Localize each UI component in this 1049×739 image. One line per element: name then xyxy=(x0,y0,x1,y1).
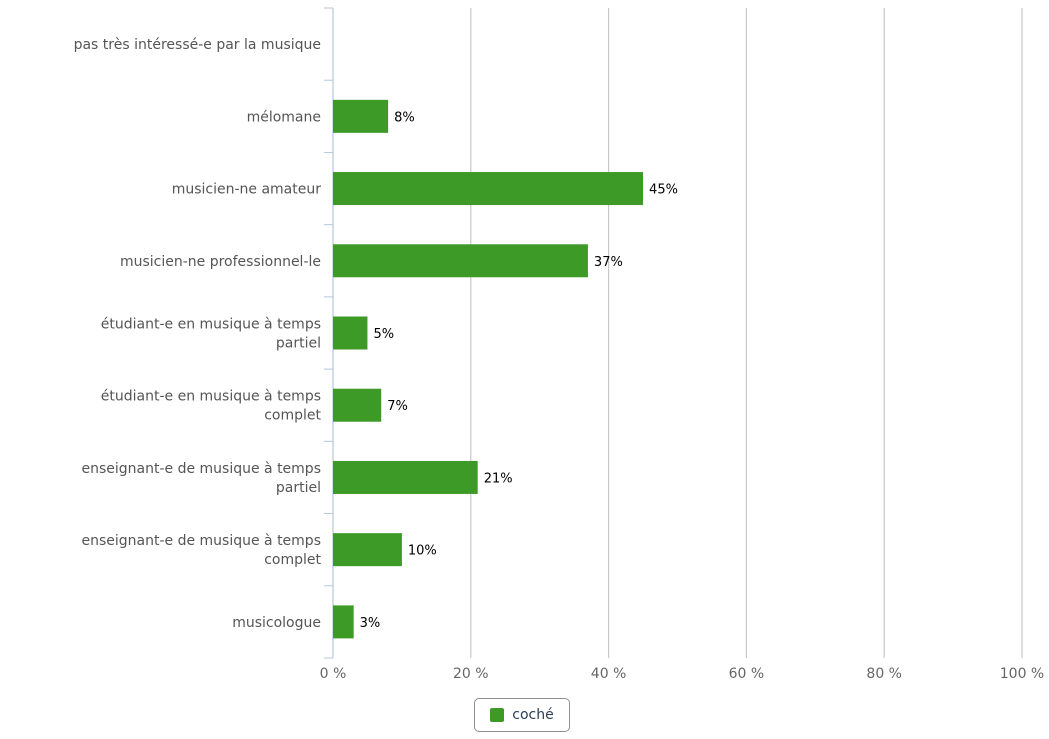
data-label: 37% xyxy=(594,255,623,270)
legend-swatch xyxy=(490,708,505,722)
data-label: 8% xyxy=(394,110,415,125)
x-tick-label: 60 % xyxy=(729,666,765,682)
bar xyxy=(333,172,644,206)
category-label: complet xyxy=(264,552,321,568)
x-tick-label: 20 % xyxy=(453,666,489,682)
legend[interactable]: coché xyxy=(474,698,570,732)
category-label: musicien-ne amateur xyxy=(172,182,322,198)
bar xyxy=(333,605,354,639)
bar xyxy=(333,244,588,278)
category-label: mélomane xyxy=(247,109,321,125)
bar xyxy=(333,460,478,494)
category-label: complet xyxy=(264,408,321,424)
x-tick-label: 80 % xyxy=(866,666,902,682)
bar xyxy=(333,316,368,350)
data-label: 10% xyxy=(408,544,437,559)
bar xyxy=(333,533,402,567)
data-label: 21% xyxy=(484,471,513,486)
x-tick-label: 0 % xyxy=(320,666,347,682)
data-label: 7% xyxy=(387,399,408,414)
data-label: 45% xyxy=(649,183,678,198)
category-label: étudiant-e en musique à temps xyxy=(101,389,321,405)
category-label: partiel xyxy=(276,336,321,352)
category-label: musicien-ne professionnel-le xyxy=(120,254,321,270)
x-tick-label: 40 % xyxy=(591,666,627,682)
data-label: 3% xyxy=(360,616,381,631)
category-label: étudiant-e en musique à temps xyxy=(101,317,321,333)
x-tick-label: 100 % xyxy=(1000,666,1044,682)
bar xyxy=(333,99,389,133)
category-label: pas très intéressé-e par la musique xyxy=(74,37,321,53)
category-label: partiel xyxy=(276,480,321,496)
category-label: enseignant-e de musique à temps xyxy=(81,533,321,549)
legend-label: coché xyxy=(512,707,554,723)
data-label: 5% xyxy=(373,327,394,342)
category-label: musicologue xyxy=(232,615,321,631)
bar xyxy=(333,388,382,422)
category-label: enseignant-e de musique à temps xyxy=(81,461,321,477)
